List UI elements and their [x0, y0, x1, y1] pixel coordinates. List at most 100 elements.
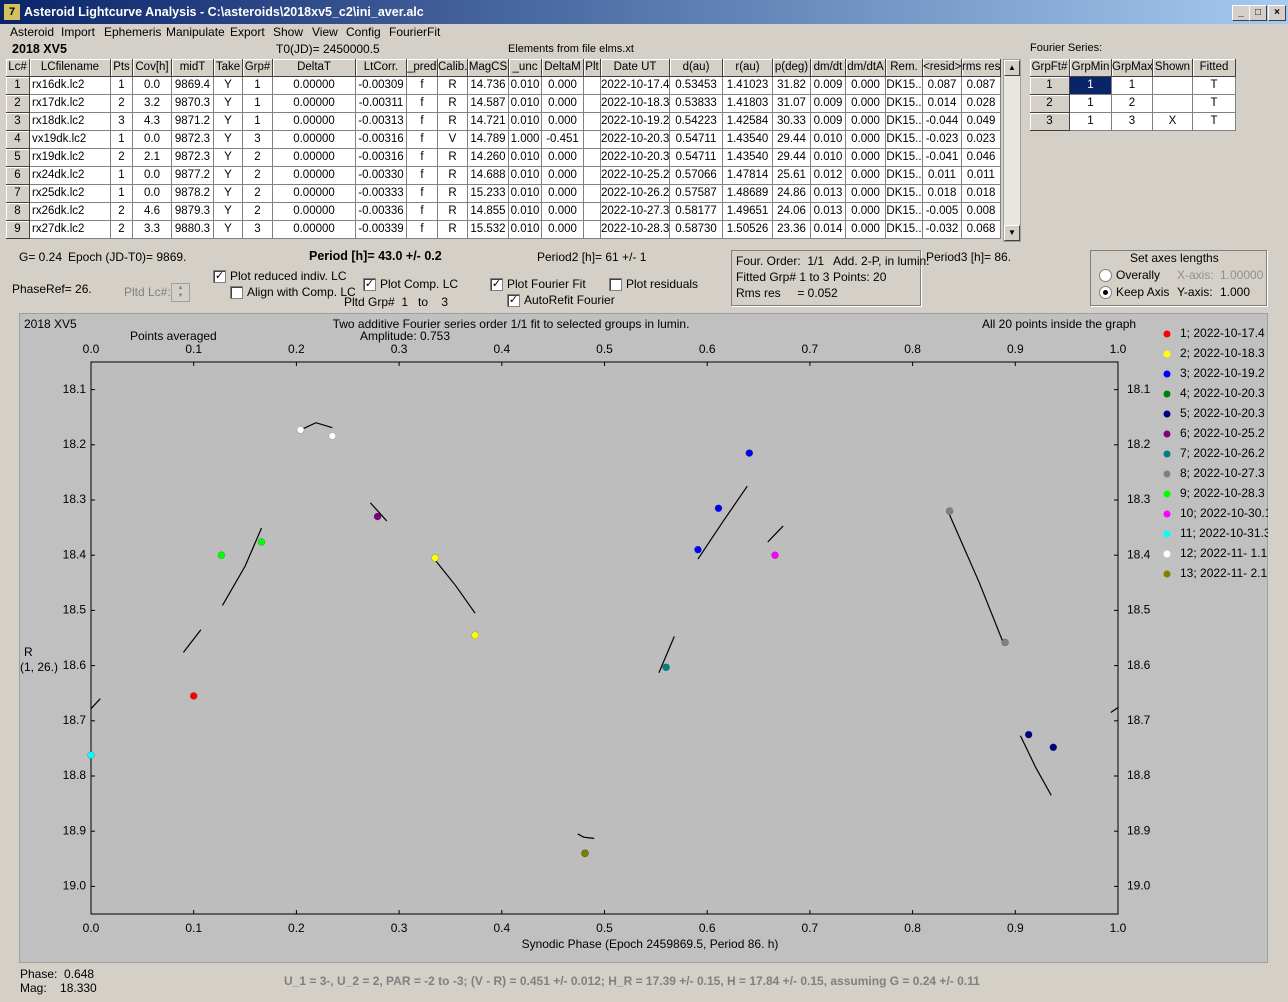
table-cell[interactable]: R	[438, 149, 468, 167]
menu-item[interactable]: Import	[61, 25, 96, 39]
checkbox[interactable]: ✓	[507, 294, 520, 307]
table-cell[interactable]: 2	[111, 149, 133, 167]
table-cell[interactable]: DK15..	[886, 131, 923, 149]
table-cell[interactable]: 0.000	[846, 113, 886, 131]
table-cell[interactable]: f	[407, 221, 438, 239]
table-cell[interactable]: 1	[243, 113, 273, 131]
table-cell[interactable]: 3.3	[133, 221, 172, 239]
table-cell[interactable]: Y	[214, 149, 243, 167]
table-cell[interactable]: 0.000	[542, 185, 584, 203]
table-cell[interactable]	[1153, 95, 1193, 113]
table-cell[interactable]: 2022-10-18.3	[601, 95, 670, 113]
table-cell[interactable]: 14.260	[468, 149, 509, 167]
table-cell[interactable]: 0.010	[811, 149, 846, 167]
table-cell[interactable]: 15.233	[468, 185, 509, 203]
table-cell[interactable]: 9871.2	[172, 113, 214, 131]
minimize-button[interactable]: _	[1232, 5, 1250, 21]
table-cell[interactable]: 0.0	[133, 77, 172, 95]
table-cell[interactable]: 0.000	[846, 221, 886, 239]
table-cell[interactable]: 0.000	[542, 95, 584, 113]
table-cell[interactable]: 1.50526	[723, 221, 773, 239]
table-cell[interactable]: Y	[214, 203, 243, 221]
table-cell[interactable]: 0.049	[962, 113, 1001, 131]
table-cell[interactable]: 1	[243, 95, 273, 113]
table-cell[interactable]: 9880.3	[172, 221, 214, 239]
table-cell[interactable]: 0.018	[962, 185, 1001, 203]
table-cell[interactable]: T	[1193, 77, 1236, 95]
table-cell[interactable]: 0.009	[811, 77, 846, 95]
table-cell[interactable]: 2022-10-20.3	[601, 131, 670, 149]
table-cell[interactable]: 31.07	[773, 95, 811, 113]
table-cell[interactable]: 4.6	[133, 203, 172, 221]
table-cell[interactable]: 2022-10-26.2	[601, 185, 670, 203]
table-cell[interactable]: 2	[243, 185, 273, 203]
table-cell[interactable]: 0.00000	[273, 221, 356, 239]
table-cell[interactable]: 3	[243, 131, 273, 149]
table-cell[interactable]	[1153, 77, 1193, 95]
table-cell[interactable]: 0.013	[811, 185, 846, 203]
table-cell[interactable]: 0.046	[962, 149, 1001, 167]
table-cell[interactable]: 3	[111, 113, 133, 131]
table-cell[interactable]: vx19dk.lc2	[30, 131, 111, 149]
table-cell[interactable]: f	[407, 185, 438, 203]
table-cell[interactable]: 0.000	[846, 203, 886, 221]
spinner[interactable]: ▲ ▼	[171, 283, 190, 302]
table-cell[interactable]: 0.010	[509, 77, 542, 95]
table-cell[interactable]: T	[1193, 113, 1236, 131]
table-cell[interactable]	[584, 149, 601, 167]
close-button[interactable]: ×	[1268, 5, 1286, 21]
table-cell[interactable]: 0.000	[542, 167, 584, 185]
table-cell[interactable]: DK15..	[886, 113, 923, 131]
row-header[interactable]: 9	[6, 221, 30, 239]
table-cell[interactable]: DK15..	[886, 149, 923, 167]
table-cell[interactable]: rx19dk.lc2	[30, 149, 111, 167]
row-header[interactable]: 4	[6, 131, 30, 149]
row-header[interactable]: 6	[6, 167, 30, 185]
table-cell[interactable]: 0.010	[509, 185, 542, 203]
table-cell[interactable]: 14.789	[468, 131, 509, 149]
table-cell[interactable]: -0.00309	[356, 77, 407, 95]
table-cell[interactable]: 0.54711	[670, 131, 723, 149]
table-cell[interactable]: 4.3	[133, 113, 172, 131]
table-cell[interactable]: 0.087	[923, 77, 962, 95]
scroll-up[interactable]: ▲	[1004, 60, 1020, 76]
table-cell[interactable]: 9877.2	[172, 167, 214, 185]
row-header[interactable]: 1	[1030, 77, 1070, 95]
table-cell[interactable]: 9869.4	[172, 77, 214, 95]
table-cell[interactable]	[584, 95, 601, 113]
table-cell[interactable]: 0.010	[509, 167, 542, 185]
table-cell[interactable]: 0.0	[133, 131, 172, 149]
table-cell[interactable]: 0.018	[923, 185, 962, 203]
table-cell[interactable]: 9870.3	[172, 95, 214, 113]
table-cell[interactable]: 24.06	[773, 203, 811, 221]
table-cell[interactable]: Y	[214, 131, 243, 149]
table-cell[interactable]	[584, 185, 601, 203]
radio[interactable]	[1099, 286, 1112, 299]
table-cell[interactable]: 0.00000	[273, 131, 356, 149]
table-cell[interactable]: 0.010	[509, 113, 542, 131]
table-cell[interactable]: -0.032	[923, 221, 962, 239]
table-cell[interactable]: 0.000	[542, 149, 584, 167]
checkbox[interactable]: ✓	[490, 278, 503, 291]
table-cell[interactable]: 0.00000	[273, 149, 356, 167]
table-cell[interactable]: 0.087	[962, 77, 1001, 95]
table-cell[interactable]: rx17dk.lc2	[30, 95, 111, 113]
row-header[interactable]: 3	[1030, 113, 1070, 131]
scrollbar[interactable]: ▲ ▼	[1003, 59, 1021, 242]
table-cell[interactable]: 0.023	[962, 131, 1001, 149]
table-cell[interactable]: DK15..	[886, 185, 923, 203]
table-cell[interactable]: 14.587	[468, 95, 509, 113]
row-header[interactable]: 2	[6, 95, 30, 113]
table-cell[interactable]: f	[407, 77, 438, 95]
table-cell[interactable]: DK15..	[886, 77, 923, 95]
table-cell[interactable]: rx16dk.lc2	[30, 77, 111, 95]
table-cell[interactable]: V	[438, 131, 468, 149]
table-cell[interactable]: 1.41803	[723, 95, 773, 113]
table-cell[interactable]: 2022-10-28.3	[601, 221, 670, 239]
table-cell[interactable]: rx27dk.lc2	[30, 221, 111, 239]
table-cell[interactable]: rx18dk.lc2	[30, 113, 111, 131]
row-header[interactable]: 3	[6, 113, 30, 131]
table-cell[interactable]: 9872.3	[172, 149, 214, 167]
table-cell[interactable]: 2.1	[133, 149, 172, 167]
table-cell[interactable]: 0.57587	[670, 185, 723, 203]
